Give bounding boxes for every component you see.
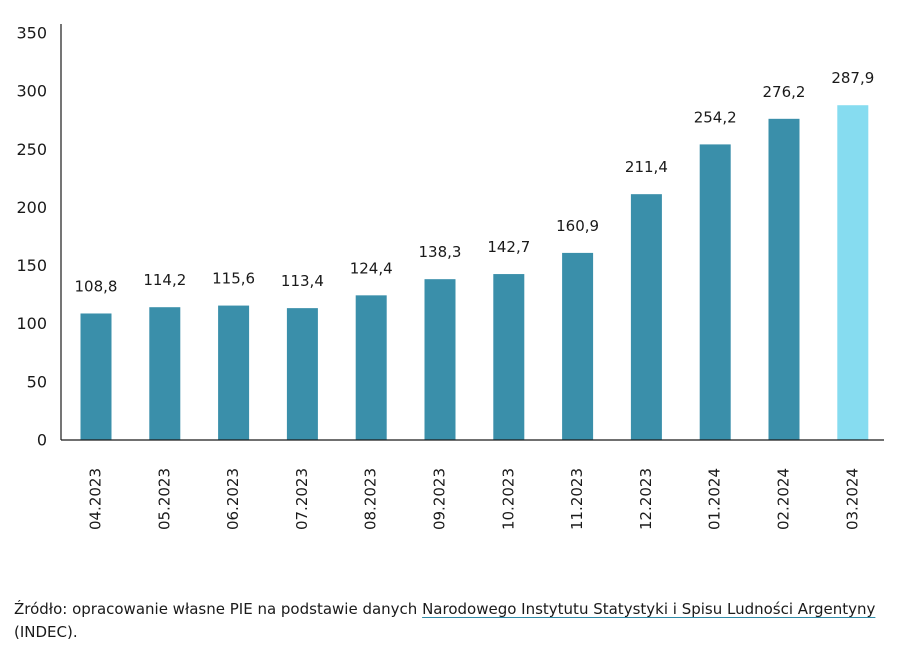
y-tick-label: 200 xyxy=(16,198,47,217)
bar xyxy=(493,274,525,440)
bar xyxy=(424,279,456,440)
bar xyxy=(286,308,318,440)
bar xyxy=(630,194,662,440)
data-label: 138,3 xyxy=(419,243,462,261)
data-label: 108,8 xyxy=(75,277,118,295)
x-tick-label: 11.2023 xyxy=(568,468,586,530)
bar xyxy=(768,118,800,441)
x-tick-label: 03.2024 xyxy=(843,468,861,530)
x-tick-label: 04.2023 xyxy=(87,468,105,530)
x-tick-label: 08.2023 xyxy=(362,468,380,530)
x-tick-label: 05.2023 xyxy=(155,468,173,530)
y-tick-label: 250 xyxy=(16,140,47,159)
data-label: 160,9 xyxy=(556,217,599,235)
x-tick-label: 01.2024 xyxy=(706,468,724,530)
y-axis-ticks: 0 50 100 150 200 250 300 350 xyxy=(16,24,47,450)
data-label: 276,2 xyxy=(763,83,806,101)
data-label: 113,4 xyxy=(281,272,324,290)
data-label: 115,6 xyxy=(212,270,255,288)
bars xyxy=(80,105,869,441)
source-note: Źródło: opracowanie własne PIE na podsta… xyxy=(14,598,894,644)
data-label: 114,2 xyxy=(143,271,186,289)
y-tick-label: 0 xyxy=(37,431,47,450)
source-prefix: Źródło: opracowanie własne PIE na podsta… xyxy=(14,600,423,618)
x-tick-label: 09.2023 xyxy=(431,468,449,530)
bar xyxy=(355,295,387,440)
x-tick-label: 07.2023 xyxy=(293,468,311,530)
data-labels: 108,8 114,2 115,6 113,4 124,4 138,3 142,7 160,9… xyxy=(75,69,875,295)
x-tick-label: 02.2024 xyxy=(775,468,793,530)
bar xyxy=(699,144,731,440)
y-tick-label: 100 xyxy=(16,314,47,333)
data-label: 142,7 xyxy=(487,238,530,256)
source-link[interactable]: Narodowego Instytutu Statystyki i Spisu … xyxy=(422,600,876,618)
y-tick-label: 150 xyxy=(16,256,47,275)
source-suffix: (INDEC). xyxy=(14,623,78,641)
x-tick-label: 12.2023 xyxy=(637,468,655,530)
data-label: 124,4 xyxy=(350,259,393,277)
x-tick-label: 10.2023 xyxy=(499,468,517,530)
bar xyxy=(80,313,112,440)
x-tick-label: 06.2023 xyxy=(224,468,242,530)
bar xyxy=(149,307,181,440)
bar xyxy=(218,305,250,440)
y-tick-label: 300 xyxy=(16,82,47,101)
y-tick-label: 50 xyxy=(27,372,47,391)
x-axis-ticks: 04.2023 05.2023 06.2023 07.2023 08.2023 09.20… xyxy=(87,468,862,530)
data-label: 254,2 xyxy=(694,108,737,126)
bar-chart: 0 50 100 150 200 250 300 350 108,8 114,2 115,6 113… xyxy=(16,24,884,530)
data-label: 287,9 xyxy=(831,69,874,87)
bar xyxy=(837,105,869,440)
y-tick-label: 350 xyxy=(16,24,47,43)
data-label: 211,4 xyxy=(625,158,668,176)
bar xyxy=(562,252,594,440)
